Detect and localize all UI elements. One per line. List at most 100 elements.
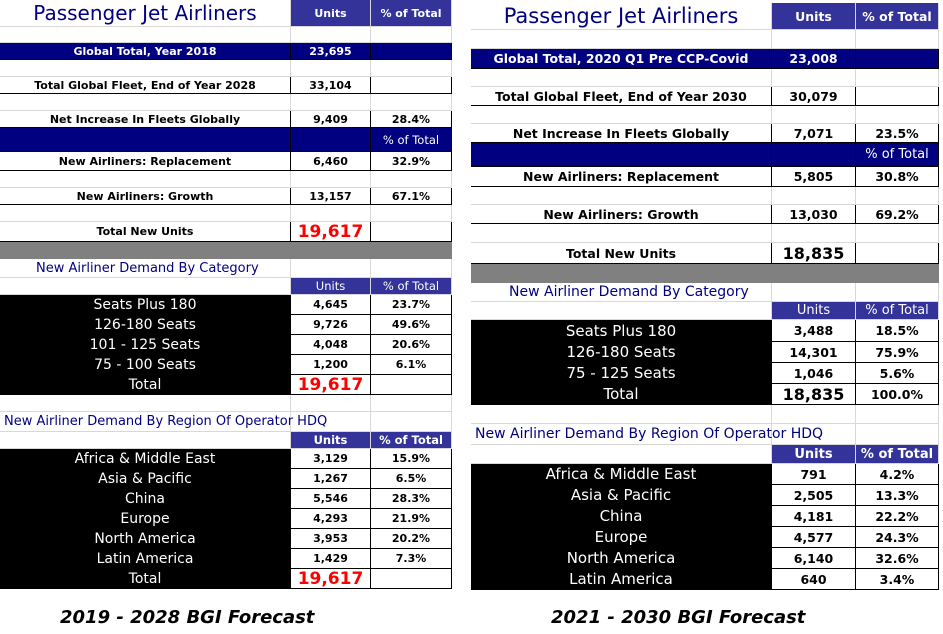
row-label: Europe [0, 509, 291, 529]
row-label: Net Increase In Fleets Globally [0, 111, 291, 128]
spacer-row [471, 69, 939, 87]
pct-cell: 4.2% [856, 464, 939, 485]
spacer-row [0, 94, 452, 111]
pct-cell: 21.9% [371, 509, 452, 529]
table-row: 75 - 100 Seats 1,200 6.1% [0, 355, 452, 375]
row-label: Total [0, 569, 291, 589]
row-label [0, 60, 291, 77]
row-label: 126-180 Seats [471, 342, 772, 363]
table-row: China 4,181 22.2% [471, 506, 939, 527]
row-label: Total New Units [0, 222, 291, 242]
row-label: Net Increase In Fleets Globally [471, 124, 772, 143]
row-label [471, 264, 772, 283]
units-cell: 3,129 [291, 449, 371, 469]
row-label: Global Total, 2020 Q1 Pre CCP-Covid [471, 49, 772, 69]
units-cell [772, 224, 856, 243]
pct-cell [371, 94, 452, 111]
row-label: 101 - 125 Seats [0, 335, 291, 355]
pct-cell: 22.2% [856, 506, 939, 527]
pct-cell: % of Total [371, 0, 452, 27]
pct-cell [856, 424, 939, 445]
table-row: 75 - 125 Seats 1,046 5.6% [471, 363, 939, 384]
units-cell [772, 30, 856, 49]
units-cell [772, 69, 856, 87]
pct-cell: % of Total [371, 278, 452, 295]
row-label [471, 187, 772, 205]
spacer-row [471, 187, 939, 205]
pct-cell [856, 243, 939, 264]
row-label: New Airliners: Growth [471, 205, 772, 224]
units-cell: 1,429 [291, 549, 371, 569]
units-cell: Units [772, 3, 856, 30]
units-cell [291, 60, 371, 77]
pct-cell: 20.2% [371, 529, 452, 549]
pct-cell [371, 60, 452, 77]
pct-cell: 75.9% [856, 342, 939, 363]
units-cell [291, 94, 371, 111]
table-row: Seats Plus 180 4,645 23.7% [0, 295, 452, 315]
units-cell: Units [772, 445, 856, 464]
row-label: Africa & Middle East [471, 464, 772, 485]
row-label [0, 432, 291, 449]
pct-cell [856, 30, 939, 49]
spacer-row [0, 60, 452, 77]
row-label [471, 224, 772, 243]
row-label [0, 94, 291, 111]
row-label: Seats Plus 180 [471, 320, 772, 342]
pct-cell: 5.6% [856, 363, 939, 384]
row-label [0, 242, 291, 259]
row-label [0, 395, 291, 412]
units-cell: 1,046 [772, 363, 856, 384]
row-label [471, 405, 772, 424]
units-cell: 640 [772, 569, 856, 590]
units-cell: 5,546 [291, 489, 371, 509]
row-label: Total Global Fleet, End of Year 2028 [0, 77, 291, 94]
units-cell: Units [291, 278, 371, 295]
units-cell: Units [291, 432, 371, 449]
row-label: New Airliners: Replacement [471, 167, 772, 187]
table-row: North America 6,140 32.6% [471, 548, 939, 569]
pct-cell: 13.3% [856, 485, 939, 506]
pct-cell [856, 405, 939, 424]
pct-cell: 3.4% [856, 569, 939, 590]
units-cell: 1,267 [291, 469, 371, 489]
row-label: China [0, 489, 291, 509]
units-cell: Units [291, 0, 371, 27]
units-cell [291, 259, 371, 278]
table-row: Africa & Middle East 3,129 15.9% [0, 449, 452, 469]
pct-cell: % of Total [856, 302, 939, 320]
units-cell: Units [772, 302, 856, 320]
table-row: Total 19,617 [0, 375, 452, 395]
row-label [471, 30, 772, 49]
pct-cell [371, 259, 452, 278]
table-row: New Airliners: Growth 13,030 69.2% [471, 205, 939, 224]
spacer-row [0, 205, 452, 222]
row-label: Latin America [0, 549, 291, 569]
table-row: Units% of Total [471, 302, 939, 320]
row-label: Seats Plus 180 [0, 295, 291, 315]
row-label: Global Total, Year 2018 [0, 43, 291, 60]
pct-cell: 67.1% [371, 188, 452, 205]
pct-cell: 32.6% [856, 548, 939, 569]
row-label: Passenger Jet Airliners [0, 0, 291, 27]
units-cell: 791 [772, 464, 856, 485]
pct-cell [856, 69, 939, 87]
pct-cell [371, 569, 452, 589]
spacer-row [471, 264, 939, 283]
row-label: 126-180 Seats [0, 315, 291, 335]
units-cell: 1,200 [291, 355, 371, 375]
pct-cell: % of Total [856, 3, 939, 30]
table-row: % of Total [0, 128, 452, 152]
spacer-row [471, 405, 939, 424]
units-cell: 3,488 [772, 320, 856, 342]
units-cell: 7,071 [772, 124, 856, 143]
row-label: Asia & Pacific [0, 469, 291, 489]
row-label [0, 205, 291, 222]
table-row: Net Increase In Fleets Globally 7,071 23.5… [471, 124, 939, 143]
units-cell: 18,835 [772, 384, 856, 405]
units-cell: 3,953 [291, 529, 371, 549]
pct-cell: 69.2% [856, 205, 939, 224]
units-cell [772, 264, 856, 283]
table-row: Europe 4,293 21.9% [0, 509, 452, 529]
row-label: Total Global Fleet, End of Year 2030 [471, 87, 772, 106]
